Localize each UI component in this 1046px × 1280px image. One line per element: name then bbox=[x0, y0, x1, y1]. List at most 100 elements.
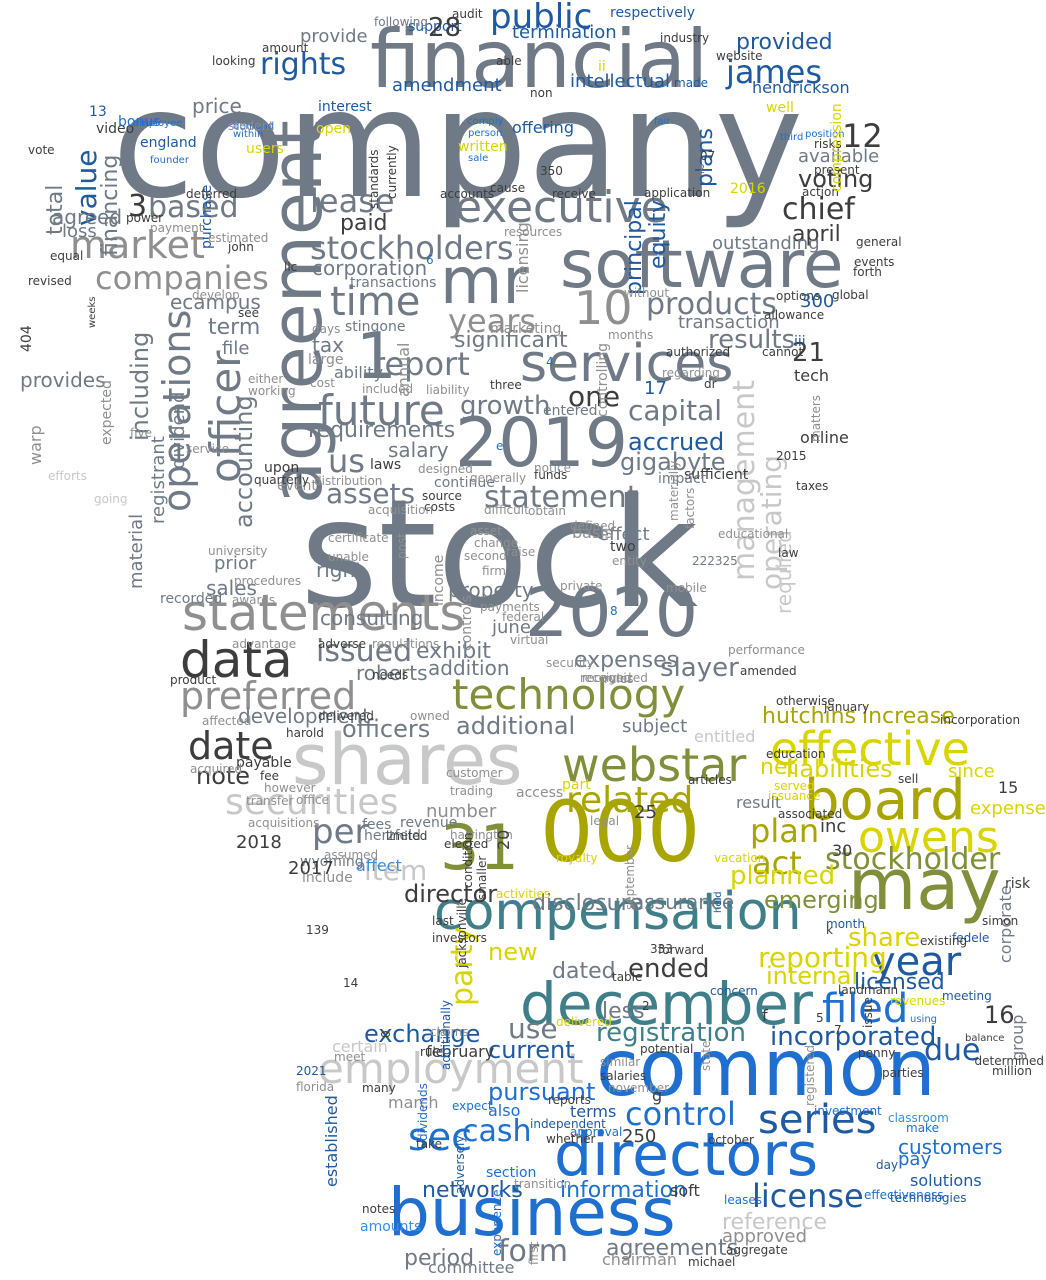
cloud-word-experience: experience bbox=[490, 1189, 504, 1256]
cloud-word-education: education bbox=[766, 747, 826, 761]
cloud-word-power: power bbox=[126, 211, 164, 225]
cloud-word-educational: educational bbox=[718, 527, 789, 541]
cloud-word-outstanding: outstanding bbox=[712, 233, 820, 254]
cloud-word-interest: interest bbox=[318, 99, 372, 115]
cloud-word-associated: associated bbox=[778, 807, 843, 821]
cloud-word-product: product bbox=[170, 673, 217, 687]
cloud-word-equal: equal bbox=[50, 249, 84, 263]
cloud-word-sell: sell bbox=[898, 772, 919, 786]
cloud-word-controls: controls bbox=[459, 595, 475, 651]
cloud-word-services: services bbox=[520, 334, 734, 394]
cloud-word-post: post bbox=[395, 533, 409, 559]
cloud-word-included: included bbox=[362, 382, 414, 396]
cloud-word-present: present bbox=[814, 163, 860, 177]
cloud-word-either: either bbox=[248, 372, 284, 386]
cloud-word-law: law bbox=[778, 546, 799, 560]
cloud-word-period: period bbox=[404, 1246, 475, 1271]
cloud-word-e: e bbox=[496, 439, 504, 453]
cloud-word-warp: warp bbox=[26, 425, 45, 465]
cloud-word-fee: fee bbox=[260, 769, 279, 783]
cloud-word-whether: whether bbox=[546, 1132, 596, 1146]
cloud-word-notes: notes bbox=[362, 1202, 396, 1216]
cloud-word-otherwise: otherwise bbox=[776, 694, 835, 708]
cloud-word-28: 28 bbox=[428, 13, 462, 43]
cloud-word-assumed: assumed bbox=[324, 848, 379, 862]
cloud-word-chief: chief bbox=[782, 192, 855, 227]
cloud-word-preferred: preferred bbox=[180, 674, 357, 718]
cloud-word-well: well bbox=[766, 100, 794, 116]
cloud-word-unable: unable bbox=[328, 550, 369, 564]
cloud-word-roberts: roberts bbox=[356, 661, 428, 685]
cloud-word-hutchins: hutchins bbox=[762, 704, 857, 729]
cloud-word-2017: 2017 bbox=[288, 858, 334, 879]
cloud-word-ecampus: ecampus bbox=[170, 290, 261, 314]
cloud-word-delivered: delivered bbox=[556, 1015, 612, 1029]
cloud-word-materially: materially bbox=[667, 460, 681, 521]
cloud-word-users: users bbox=[246, 141, 284, 157]
cloud-word-aggregate: aggregate bbox=[726, 1243, 788, 1257]
cloud-word-data: data bbox=[180, 631, 293, 689]
cloud-word-day: day bbox=[876, 1158, 899, 1172]
cloud-word-entered: entered bbox=[543, 403, 598, 419]
cloud-word-impact: impact bbox=[658, 471, 707, 487]
cloud-word-deferred: deferred bbox=[186, 187, 237, 201]
cloud-word-service: service bbox=[186, 442, 229, 456]
cloud-word-2015: 2015 bbox=[776, 449, 807, 463]
cloud-word-shares: shares bbox=[292, 719, 523, 801]
cloud-word-estimated: estimated bbox=[208, 231, 269, 245]
cloud-word-development: development bbox=[238, 704, 370, 728]
cloud-word-3: 3 bbox=[128, 189, 148, 224]
cloud-word-current: current bbox=[488, 1036, 575, 1064]
cloud-word-iii: iii bbox=[794, 334, 806, 350]
cloud-word-15: 15 bbox=[998, 778, 1019, 797]
cloud-word-effective: effective bbox=[770, 722, 970, 776]
cloud-word-non: non bbox=[530, 86, 553, 100]
cloud-word-standards: standards bbox=[367, 149, 381, 209]
cloud-word-source: source bbox=[422, 489, 462, 503]
cloud-word-delivered: delivered bbox=[318, 709, 374, 723]
cloud-word-compensation: compensation bbox=[434, 882, 802, 942]
cloud-word-application: application bbox=[644, 186, 711, 200]
cloud-word-assurance: assurance bbox=[632, 890, 735, 914]
cloud-word-simon: simon bbox=[982, 914, 1019, 928]
cloud-word-hendrickson: hendrickson bbox=[752, 78, 850, 97]
cloud-word-solutions: solutions bbox=[910, 1171, 982, 1190]
cloud-word-penny: penny bbox=[858, 1046, 896, 1060]
cloud-word-4: 4 bbox=[546, 355, 554, 369]
cloud-word-bonus: bonus bbox=[118, 114, 161, 130]
cloud-word-333: 333 bbox=[650, 942, 673, 956]
cloud-word-statements: statements bbox=[182, 584, 466, 642]
cloud-word-however: however bbox=[264, 781, 316, 795]
cloud-word-respectively: respectively bbox=[610, 5, 696, 21]
cloud-word-6: 6 bbox=[426, 253, 434, 267]
cloud-word-term: term bbox=[208, 315, 261, 340]
cloud-word-agreements: agreements bbox=[606, 1236, 739, 1261]
cloud-word-resources: resources bbox=[504, 225, 563, 239]
cloud-word-webstar: webstar bbox=[562, 738, 747, 792]
cloud-word-able: able bbox=[496, 54, 522, 68]
cloud-word-part: part bbox=[562, 777, 591, 793]
cloud-word-june: june bbox=[492, 617, 531, 638]
cloud-word-voting: voting bbox=[798, 165, 874, 193]
cloud-word-7: 7 bbox=[834, 1023, 842, 1037]
cloud-word-person: person bbox=[468, 128, 503, 139]
cloud-word-directors: directors bbox=[554, 1120, 819, 1190]
cloud-word-marketing: marketing bbox=[490, 321, 562, 337]
cloud-word-designed: designed bbox=[418, 462, 473, 476]
cloud-word-james: james bbox=[726, 53, 823, 91]
cloud-word-incorporated: incorporated bbox=[770, 1022, 937, 1052]
cloud-word-first: first bbox=[527, 1241, 541, 1265]
cloud-word-slayer: slayer bbox=[660, 653, 739, 683]
cloud-word-transactions: transactions bbox=[350, 275, 437, 291]
cloud-word-filed: filed bbox=[822, 986, 909, 1032]
cloud-word-assets: assets bbox=[326, 477, 416, 510]
cloud-word-employment: employment bbox=[318, 1044, 584, 1093]
cloud-word-cost: cost bbox=[310, 376, 335, 390]
cloud-word-notice: notice bbox=[534, 461, 571, 475]
cloud-word-capital: capital bbox=[628, 394, 723, 427]
cloud-word-transition: transition bbox=[514, 1177, 572, 1191]
cloud-word-loss: loss bbox=[62, 221, 97, 242]
cloud-word-internal: internal bbox=[766, 962, 859, 990]
cloud-word-entity: entity bbox=[612, 554, 647, 568]
cloud-word-january: january bbox=[824, 700, 870, 714]
